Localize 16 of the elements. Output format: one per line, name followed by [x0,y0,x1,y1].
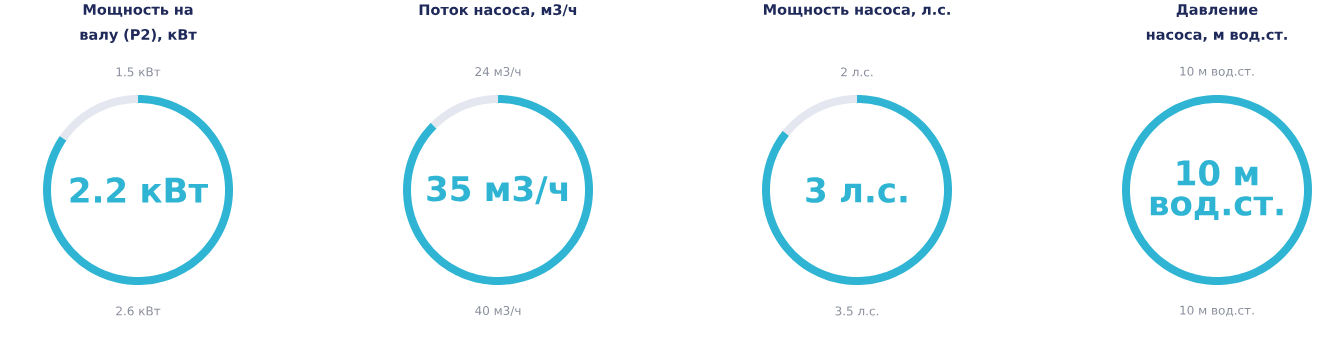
chart-title: Мощность насоса, л.с. [763,4,950,17]
text: 24 м3/ч [475,66,521,77]
data-label: 35 м3/ч [427,175,568,205]
chart-title: Мощность на валу (P2), кВт [80,4,197,43]
text: 2.6 кВт [116,306,161,316]
text: 40 м3/ч [475,305,521,316]
text: 10 м вод.ст. [1180,66,1254,78]
text: 1.5 кВт [116,67,161,77]
text: 10 м вод.ст. [1180,305,1254,317]
chart-title: Поток насоса, м3/ч [419,4,577,18]
data-label: 3 л.с. [806,177,907,203]
chart-title: Давление насоса, м вод.ст. [1146,4,1287,42]
text: 2 л.с. [841,67,873,77]
text: 3.5 л.с. [835,306,879,316]
data-label: 2.2 кВт [70,177,209,203]
data-label: 10 м вод.ст. [1150,160,1283,220]
